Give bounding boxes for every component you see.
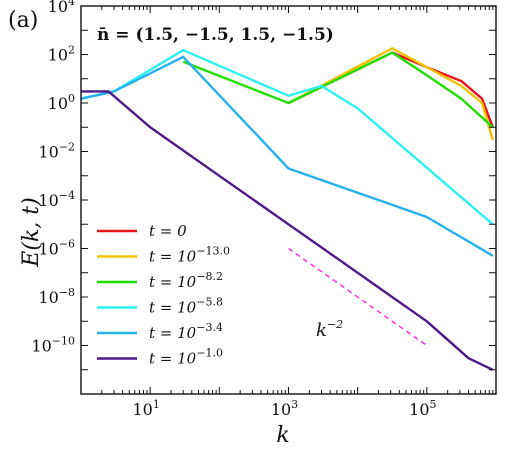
legend-label: t = 10−13.0 [149,245,230,266]
legend-label: t = 10−3.4 [149,321,223,342]
y-axis-label: E(k, t) [19,197,44,267]
y-tick-label: 10−6 [38,238,75,259]
y-tick-label: 10−4 [38,189,75,210]
reference-line-label: k−2 [316,318,343,341]
y-tick-label: 10−8 [38,286,75,307]
series-line-5 [81,90,494,371]
ticks-layer: 101 103 105 10−10 10−8 10−6 10−4 10−2 100 102 104 [31,0,496,419]
legend-label: t = 10−5.8 [149,296,223,317]
y-tick-label: 104 [48,0,75,16]
series-line-1 [287,47,494,141]
series-line-0 [287,51,494,128]
reference-line [288,247,428,347]
panel-label: (a) [8,8,38,33]
x-tick-label: 101 [132,398,159,419]
plot-frame [80,5,497,395]
series-line-4 [80,55,494,257]
chart-title: n̄ = (1.5, −1.5, 1.5, −1.5) [97,25,334,45]
y-tick-label: 102 [48,44,75,65]
legend: t = 0 t = 10−13.0 t = 10−8.2 t = 10−5.8 t = … [97,222,230,368]
reference-line-layer [288,247,428,347]
legend-label: t = 10−1.0 [149,347,223,368]
y-tick-label: 10−10 [31,335,75,356]
legend-label: t = 10−8.2 [149,270,223,291]
series-layer [80,47,494,371]
series-line-2 [182,51,494,129]
x-tick-label: 105 [409,398,436,419]
legend-label: t = 0 [149,222,187,240]
y-tick-label: 10−2 [38,141,75,162]
y-tick-label: 100 [48,92,75,113]
x-axis-label: k [276,423,289,448]
x-tick-label: 103 [271,398,298,419]
